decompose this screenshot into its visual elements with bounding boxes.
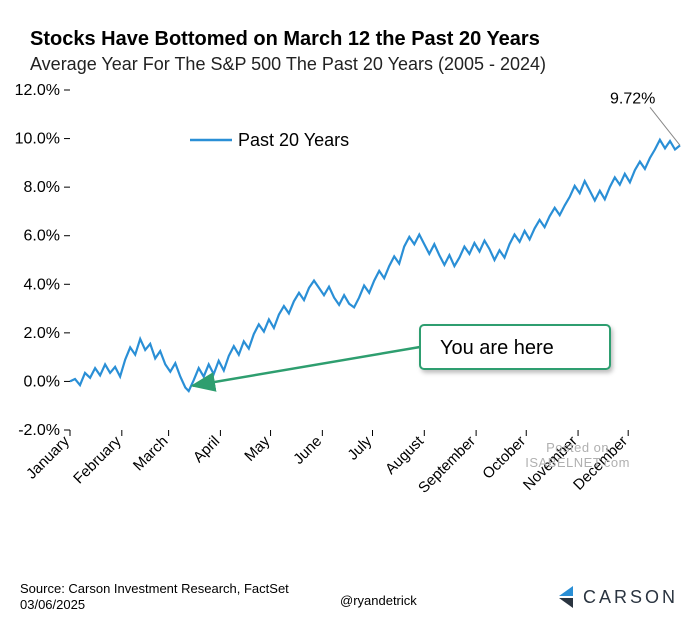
- svg-text:10.0%: 10.0%: [15, 131, 60, 148]
- svg-text:August: August: [382, 432, 428, 478]
- legend: Past 20 Years: [190, 130, 349, 150]
- brand-name: CARSON: [583, 587, 678, 608]
- svg-text:March: March: [130, 433, 171, 474]
- brand-logo: CARSON: [555, 584, 678, 610]
- svg-text:Past 20 Years: Past 20 Years: [238, 130, 349, 150]
- end-value-label: 9.72%: [610, 90, 680, 145]
- svg-text:2.0%: 2.0%: [24, 325, 60, 342]
- footer-handle: @ryandetrick: [340, 593, 417, 608]
- svg-text:May: May: [241, 432, 273, 464]
- svg-text:12.0%: 12.0%: [15, 82, 60, 99]
- svg-text:October: October: [479, 433, 529, 483]
- watermark-line2: ISABELNET.com: [525, 455, 630, 470]
- svg-text:0.0%: 0.0%: [24, 373, 60, 390]
- chart-svg: -2.0% 0.0% 2.0% 4.0% 6.0% 8.0% 10.0% 12.0% Janu…: [0, 0, 700, 630]
- carson-mark-icon: [555, 584, 577, 610]
- svg-text:6.0%: 6.0%: [24, 228, 60, 245]
- svg-text:4.0%: 4.0%: [24, 276, 60, 293]
- you-are-here-callout: You are here: [193, 325, 610, 386]
- svg-text:You are here: You are here: [440, 337, 554, 359]
- svg-text:February: February: [70, 432, 125, 487]
- y-axis: -2.0% 0.0% 2.0% 4.0% 6.0% 8.0% 10.0% 12.0%: [15, 82, 70, 439]
- svg-text:April: April: [190, 433, 223, 466]
- watermark: Posted on ISABELNET.com: [525, 440, 630, 470]
- footer-source: Source: Carson Investment Research, Fact…: [20, 581, 289, 596]
- watermark-line1: Posted on: [546, 440, 609, 455]
- svg-text:8.0%: 8.0%: [24, 179, 60, 196]
- svg-text:January: January: [23, 432, 73, 482]
- svg-text:June: June: [290, 433, 325, 468]
- svg-text:July: July: [344, 432, 375, 463]
- chart-container: Stocks Have Bottomed on March 12 the Pas…: [0, 0, 700, 630]
- svg-text:9.72%: 9.72%: [610, 90, 655, 107]
- footer-date: 03/06/2025: [20, 597, 85, 612]
- svg-text:-2.0%: -2.0%: [18, 422, 60, 439]
